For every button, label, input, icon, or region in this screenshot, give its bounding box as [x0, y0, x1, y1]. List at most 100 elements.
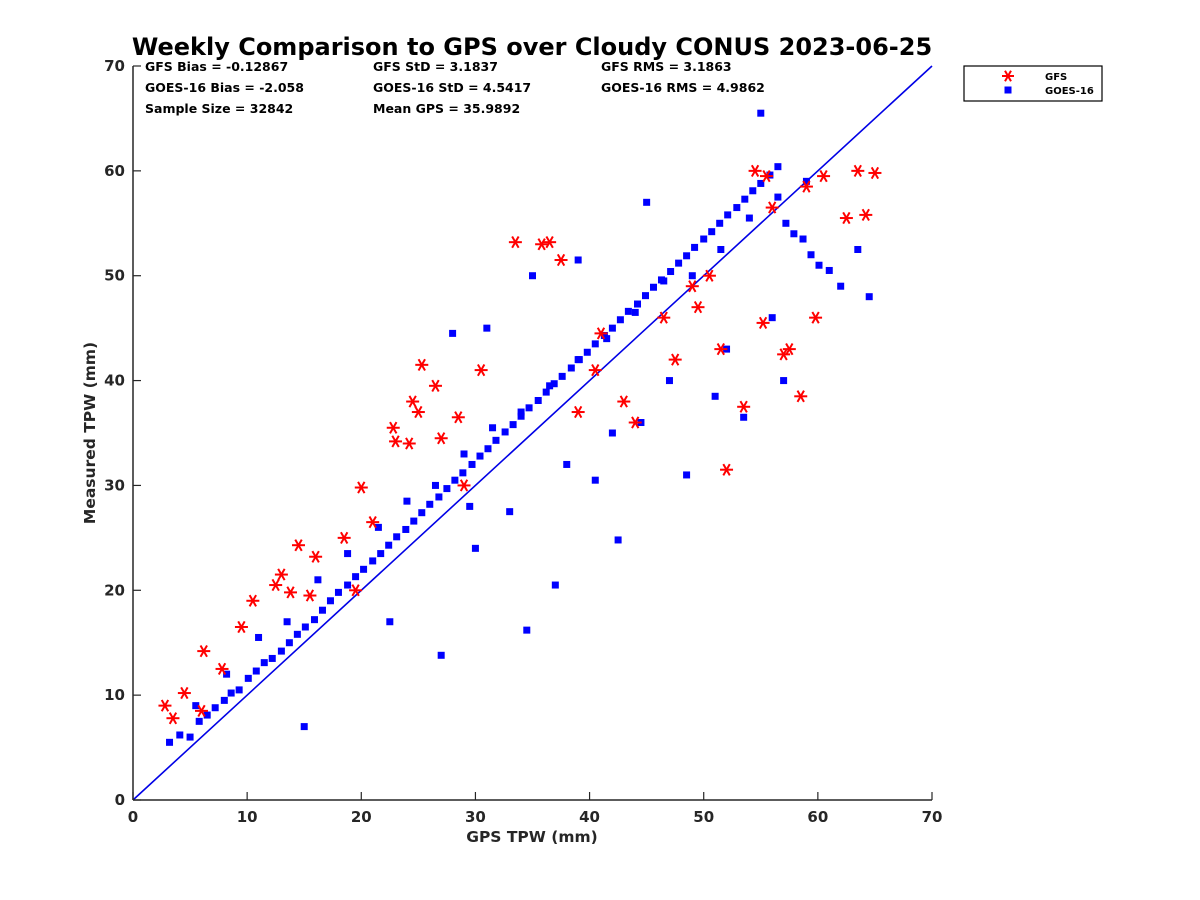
goes16-point: [523, 626, 531, 634]
y-axis-label: Measured TPW (mm): [81, 342, 99, 524]
goes16-point: [459, 469, 467, 477]
gfs-point: [215, 662, 229, 676]
goes16-point: [476, 452, 484, 460]
gfs-point: [234, 620, 248, 634]
goes16-point: [374, 523, 382, 531]
stat-sample-size: Sample Size = 32842: [145, 101, 293, 116]
y-tick-label: 60: [104, 162, 125, 180]
gfs-point: [720, 463, 734, 476]
gfs-point: [166, 712, 180, 725]
goes16-point: [277, 647, 285, 655]
gfs-point: [474, 363, 488, 377]
goes16-point: [235, 686, 243, 694]
gfs-point: [386, 421, 400, 434]
goes16-point: [223, 670, 231, 678]
goes16-point: [567, 364, 575, 372]
goes16-point: [192, 702, 200, 710]
goes16-point: [344, 550, 352, 558]
goes16-point: [624, 307, 632, 315]
x-axis-label: GPS TPW (mm): [466, 828, 598, 846]
goes16-point: [517, 412, 525, 420]
goes16-point: [724, 211, 732, 219]
goes16-point: [741, 195, 749, 203]
goes16-point: [509, 421, 517, 429]
gfs-point: [588, 363, 602, 377]
goes16-point: [471, 544, 479, 552]
goes16-point: [649, 283, 657, 291]
goes16-point: [774, 163, 782, 171]
x-tick-label: 50: [693, 808, 714, 826]
gfs-point: [246, 594, 260, 607]
chart-title: Weekly Comparison to GPS over Cloudy CON…: [132, 33, 932, 61]
goes16-point: [166, 738, 174, 746]
goes16-point: [268, 654, 276, 662]
x-tick-label: 30: [465, 808, 486, 826]
goes16-point: [603, 335, 611, 343]
gfs-point: [337, 531, 351, 544]
goes16-point: [700, 235, 708, 243]
goes16-point: [283, 618, 291, 626]
legend-marker-gfs: [1002, 70, 1014, 82]
gfs-point: [535, 238, 549, 251]
gfs-point: [303, 589, 317, 602]
gfs-point: [292, 539, 306, 552]
goes16-point: [688, 272, 696, 280]
goes16-point: [631, 308, 639, 316]
series-goes16: [166, 109, 873, 746]
gfs-point: [571, 405, 585, 419]
goes16-point: [558, 372, 566, 380]
goes16-point: [244, 674, 252, 682]
goes16-point: [768, 314, 776, 322]
goes16-point: [484, 445, 492, 453]
goes16-point: [643, 198, 651, 206]
goes16-point: [551, 581, 559, 589]
gfs-point: [415, 358, 429, 371]
plot-area: [132, 65, 933, 801]
gfs-point: [809, 311, 823, 324]
goes16-point: [780, 377, 788, 385]
goes16-point: [460, 450, 468, 458]
goes16-point: [550, 380, 558, 388]
goes16-point: [252, 667, 260, 675]
gfs-point: [349, 584, 363, 597]
goes16-point: [525, 404, 533, 412]
goes16-point: [782, 219, 790, 227]
gfs-point: [756, 316, 770, 330]
gfs-point: [389, 435, 403, 448]
goes16-point: [402, 525, 410, 533]
goes16-point: [574, 356, 582, 364]
gfs-point: [685, 280, 699, 293]
goes16-point: [501, 428, 509, 436]
gfs-point: [628, 416, 642, 429]
gfs-point: [428, 379, 442, 392]
goes16-point: [733, 204, 741, 212]
goes16-point: [691, 243, 699, 251]
goes16-point: [563, 460, 571, 468]
goes16-point: [410, 517, 418, 525]
goes16-point: [293, 630, 301, 638]
goes16-point: [591, 340, 599, 348]
goes16-point: [318, 606, 326, 614]
goes16-point: [757, 179, 765, 187]
gfs-point: [406, 395, 420, 408]
goes16-point: [667, 268, 675, 276]
goes16-point: [634, 300, 642, 308]
gfs-point: [799, 180, 813, 193]
goes16-point: [642, 292, 650, 300]
reference-line: [132, 65, 933, 801]
x-tick-label: 40: [579, 808, 600, 826]
goes16-point: [492, 436, 500, 444]
gfs-point: [451, 411, 465, 424]
goes16-point: [344, 581, 352, 589]
gfs-point: [354, 481, 368, 494]
goes16-point: [665, 377, 673, 385]
goes16-point: [757, 109, 765, 117]
y-tick-label: 40: [104, 372, 125, 390]
gfs-point: [411, 405, 425, 419]
goes16-point: [740, 413, 748, 421]
goes16-point: [449, 329, 457, 337]
gfs-point: [859, 208, 873, 222]
stat-mean-gps: Mean GPS = 35.9892: [373, 101, 520, 116]
goes16-point: [807, 251, 815, 259]
gfs-point: [668, 353, 682, 366]
